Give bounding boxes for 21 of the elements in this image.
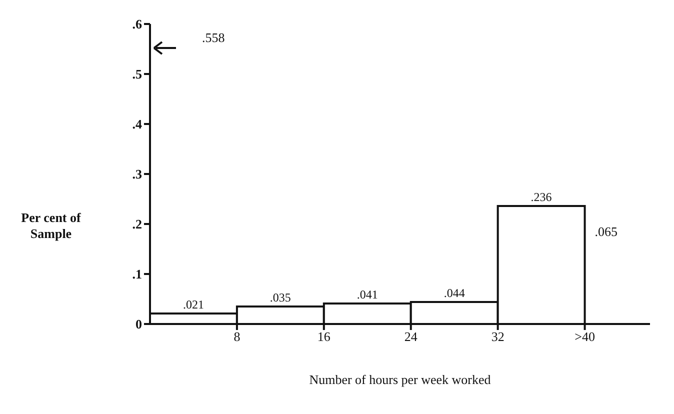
x-tick-label: >40 — [574, 329, 595, 344]
y-tick-label: .4 — [132, 116, 142, 132]
y-axis-title: Per cent of Sample — [20, 210, 82, 242]
y-tick-label: .5 — [132, 66, 142, 82]
y-tick-label: 0 — [136, 316, 142, 332]
x-tick-label: 16 — [317, 329, 331, 344]
data-label: .035 — [270, 290, 291, 304]
annotation: .558 — [202, 30, 225, 45]
data-label: .021 — [182, 298, 204, 312]
annotation: .065 — [594, 224, 618, 239]
data-label: .044 — [444, 286, 465, 300]
x-tick-label: 32 — [491, 329, 504, 344]
y-tick-label: .3 — [132, 166, 142, 182]
y-tick-label: .2 — [132, 216, 142, 232]
data-label: .236 — [530, 190, 552, 204]
y-tick-label: .6 — [132, 16, 142, 32]
y-tick-label: .1 — [132, 266, 142, 282]
x-tick-label: 8 — [234, 329, 240, 344]
x-tick-label: 24 — [404, 329, 418, 344]
data-label: .041 — [356, 288, 378, 302]
x-axis-title: Number of hours per week worked — [309, 372, 492, 387]
